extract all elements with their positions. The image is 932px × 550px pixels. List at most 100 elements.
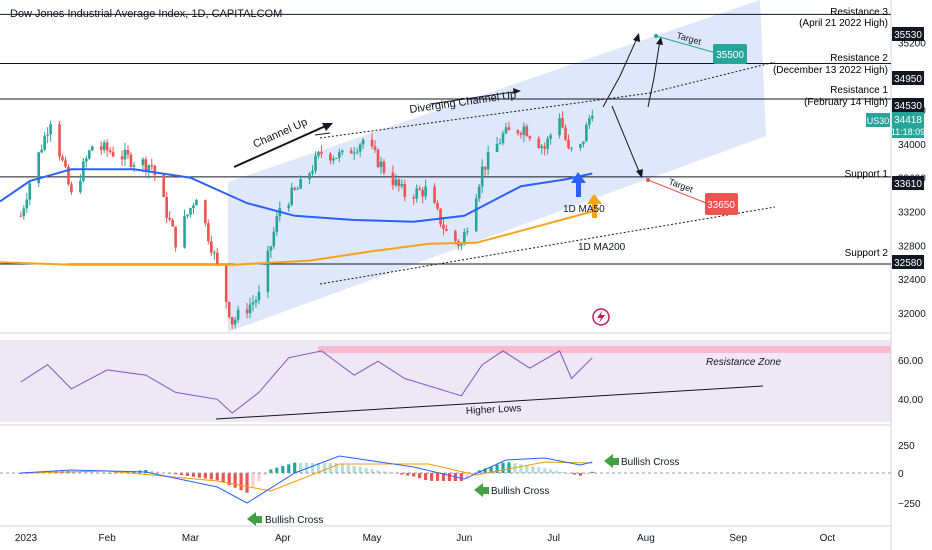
candle-body <box>311 170 314 174</box>
rsi-band <box>0 340 891 422</box>
candle-body <box>525 126 529 137</box>
candle-body <box>251 302 255 305</box>
macd-hist-bar <box>400 473 404 475</box>
candle-body <box>418 188 421 190</box>
macd-hist-bar <box>269 469 273 473</box>
macd-hist-bar <box>126 471 130 473</box>
time-tick-Sep: Sep <box>729 533 747 544</box>
macd-hist-bar <box>364 468 368 473</box>
macd-hist-bar <box>251 473 255 487</box>
candle-body <box>501 133 505 144</box>
macd-hist-bar <box>257 473 261 482</box>
macd-hist-bar <box>537 467 541 473</box>
macd-hist-bar <box>382 471 386 473</box>
candle-body <box>320 152 323 154</box>
rsi-higher-lows-line <box>215 385 764 420</box>
macd-hist-bar <box>525 465 529 473</box>
candle-body <box>480 166 484 187</box>
candle-body <box>25 199 29 209</box>
candle-body <box>224 263 228 302</box>
candle-body <box>61 156 64 161</box>
candle-body <box>22 208 26 216</box>
macd-hist-bar <box>447 473 452 481</box>
candle-body <box>245 309 249 314</box>
price-tick: 32000 <box>898 309 926 320</box>
higher-lows-label: Higher Lows <box>466 403 522 417</box>
time-tick-Mar: Mar <box>182 533 200 544</box>
macd-hist-bar <box>531 466 535 473</box>
projection-arrows <box>602 33 717 204</box>
candle-body <box>90 146 94 151</box>
candle-body <box>397 179 401 187</box>
time-tick-Apr: Apr <box>275 533 291 544</box>
candle-body <box>123 150 127 160</box>
macd-hist-bar <box>507 462 511 473</box>
macd-hist-bar <box>144 469 148 473</box>
candle-body <box>546 138 549 149</box>
candle-body <box>579 144 582 148</box>
candle-body <box>67 166 70 185</box>
macd-hist-bar <box>459 473 463 482</box>
channel-bottom-line <box>319 206 776 285</box>
macd-hist-bar <box>441 473 446 481</box>
macd-tick-0: 0 <box>898 469 904 480</box>
candle-body <box>445 228 448 231</box>
resistance1-sublabel: (February 14 High) <box>804 97 888 108</box>
macd-hist-bar <box>429 473 434 481</box>
candle-body <box>442 224 445 229</box>
candle-body <box>108 150 112 153</box>
candle-body <box>64 160 67 167</box>
diverging-arrow-line <box>429 90 521 105</box>
macd-hist-bar <box>388 472 392 474</box>
dividend-lightning-icon[interactable] <box>592 308 610 326</box>
diverging-top-line <box>649 61 776 94</box>
channel-up-arrow <box>233 123 331 168</box>
candle-body <box>403 183 407 198</box>
candle-body <box>147 165 151 172</box>
macd-hist-bar <box>584 473 588 474</box>
candle-body <box>540 146 544 148</box>
macd-hist-bar <box>465 473 469 479</box>
time-axis: 2023 Feb Mar Apr May Jun Jul Aug Sep Oct <box>15 533 836 544</box>
macd-hist-bar <box>572 473 577 475</box>
macd-hist-bar <box>554 470 559 473</box>
candle-body <box>558 117 561 136</box>
macd-hist-bar <box>209 473 213 480</box>
candle-body <box>105 142 109 151</box>
macd-hist-bar <box>221 473 225 483</box>
macd-hist-bar <box>358 467 362 473</box>
candle-body <box>87 150 91 159</box>
candle-body <box>329 153 332 161</box>
candle-body <box>507 127 511 131</box>
ma50-line <box>0 168 593 223</box>
candle-body <box>349 150 353 154</box>
candle-body <box>257 291 261 301</box>
candle-body <box>400 183 404 187</box>
candle-body <box>358 144 362 152</box>
time-tick-Jun: Jun <box>456 533 472 544</box>
candle-body <box>415 188 419 199</box>
candle-body <box>299 179 302 189</box>
target-down-badge <box>705 193 738 215</box>
macd-hist-bar <box>489 466 493 473</box>
macd-hist-bar <box>418 473 422 479</box>
ma200-label: 1D MA200 <box>578 242 626 253</box>
candle-body <box>275 216 279 232</box>
target-down-value: 33650 <box>707 200 735 211</box>
candle-body <box>49 124 52 135</box>
candle-body <box>272 231 276 247</box>
candle-body <box>454 230 457 241</box>
candle-body <box>296 188 299 190</box>
macd-hist-bar <box>215 473 219 481</box>
tag-32580: 32580 <box>894 258 922 269</box>
macd-hist-bar <box>227 473 231 486</box>
target-up-badge <box>713 44 747 64</box>
rsi-tick-60: 60.00 <box>898 356 923 367</box>
last-price-symbol: US30 <box>867 116 890 126</box>
candle-body <box>129 154 133 167</box>
candle-body <box>585 124 588 142</box>
macd-hist-bar <box>560 471 565 473</box>
candle-body <box>168 217 171 220</box>
candle-body <box>424 186 427 197</box>
last-price-countdown: 11:18:09 <box>891 127 925 137</box>
